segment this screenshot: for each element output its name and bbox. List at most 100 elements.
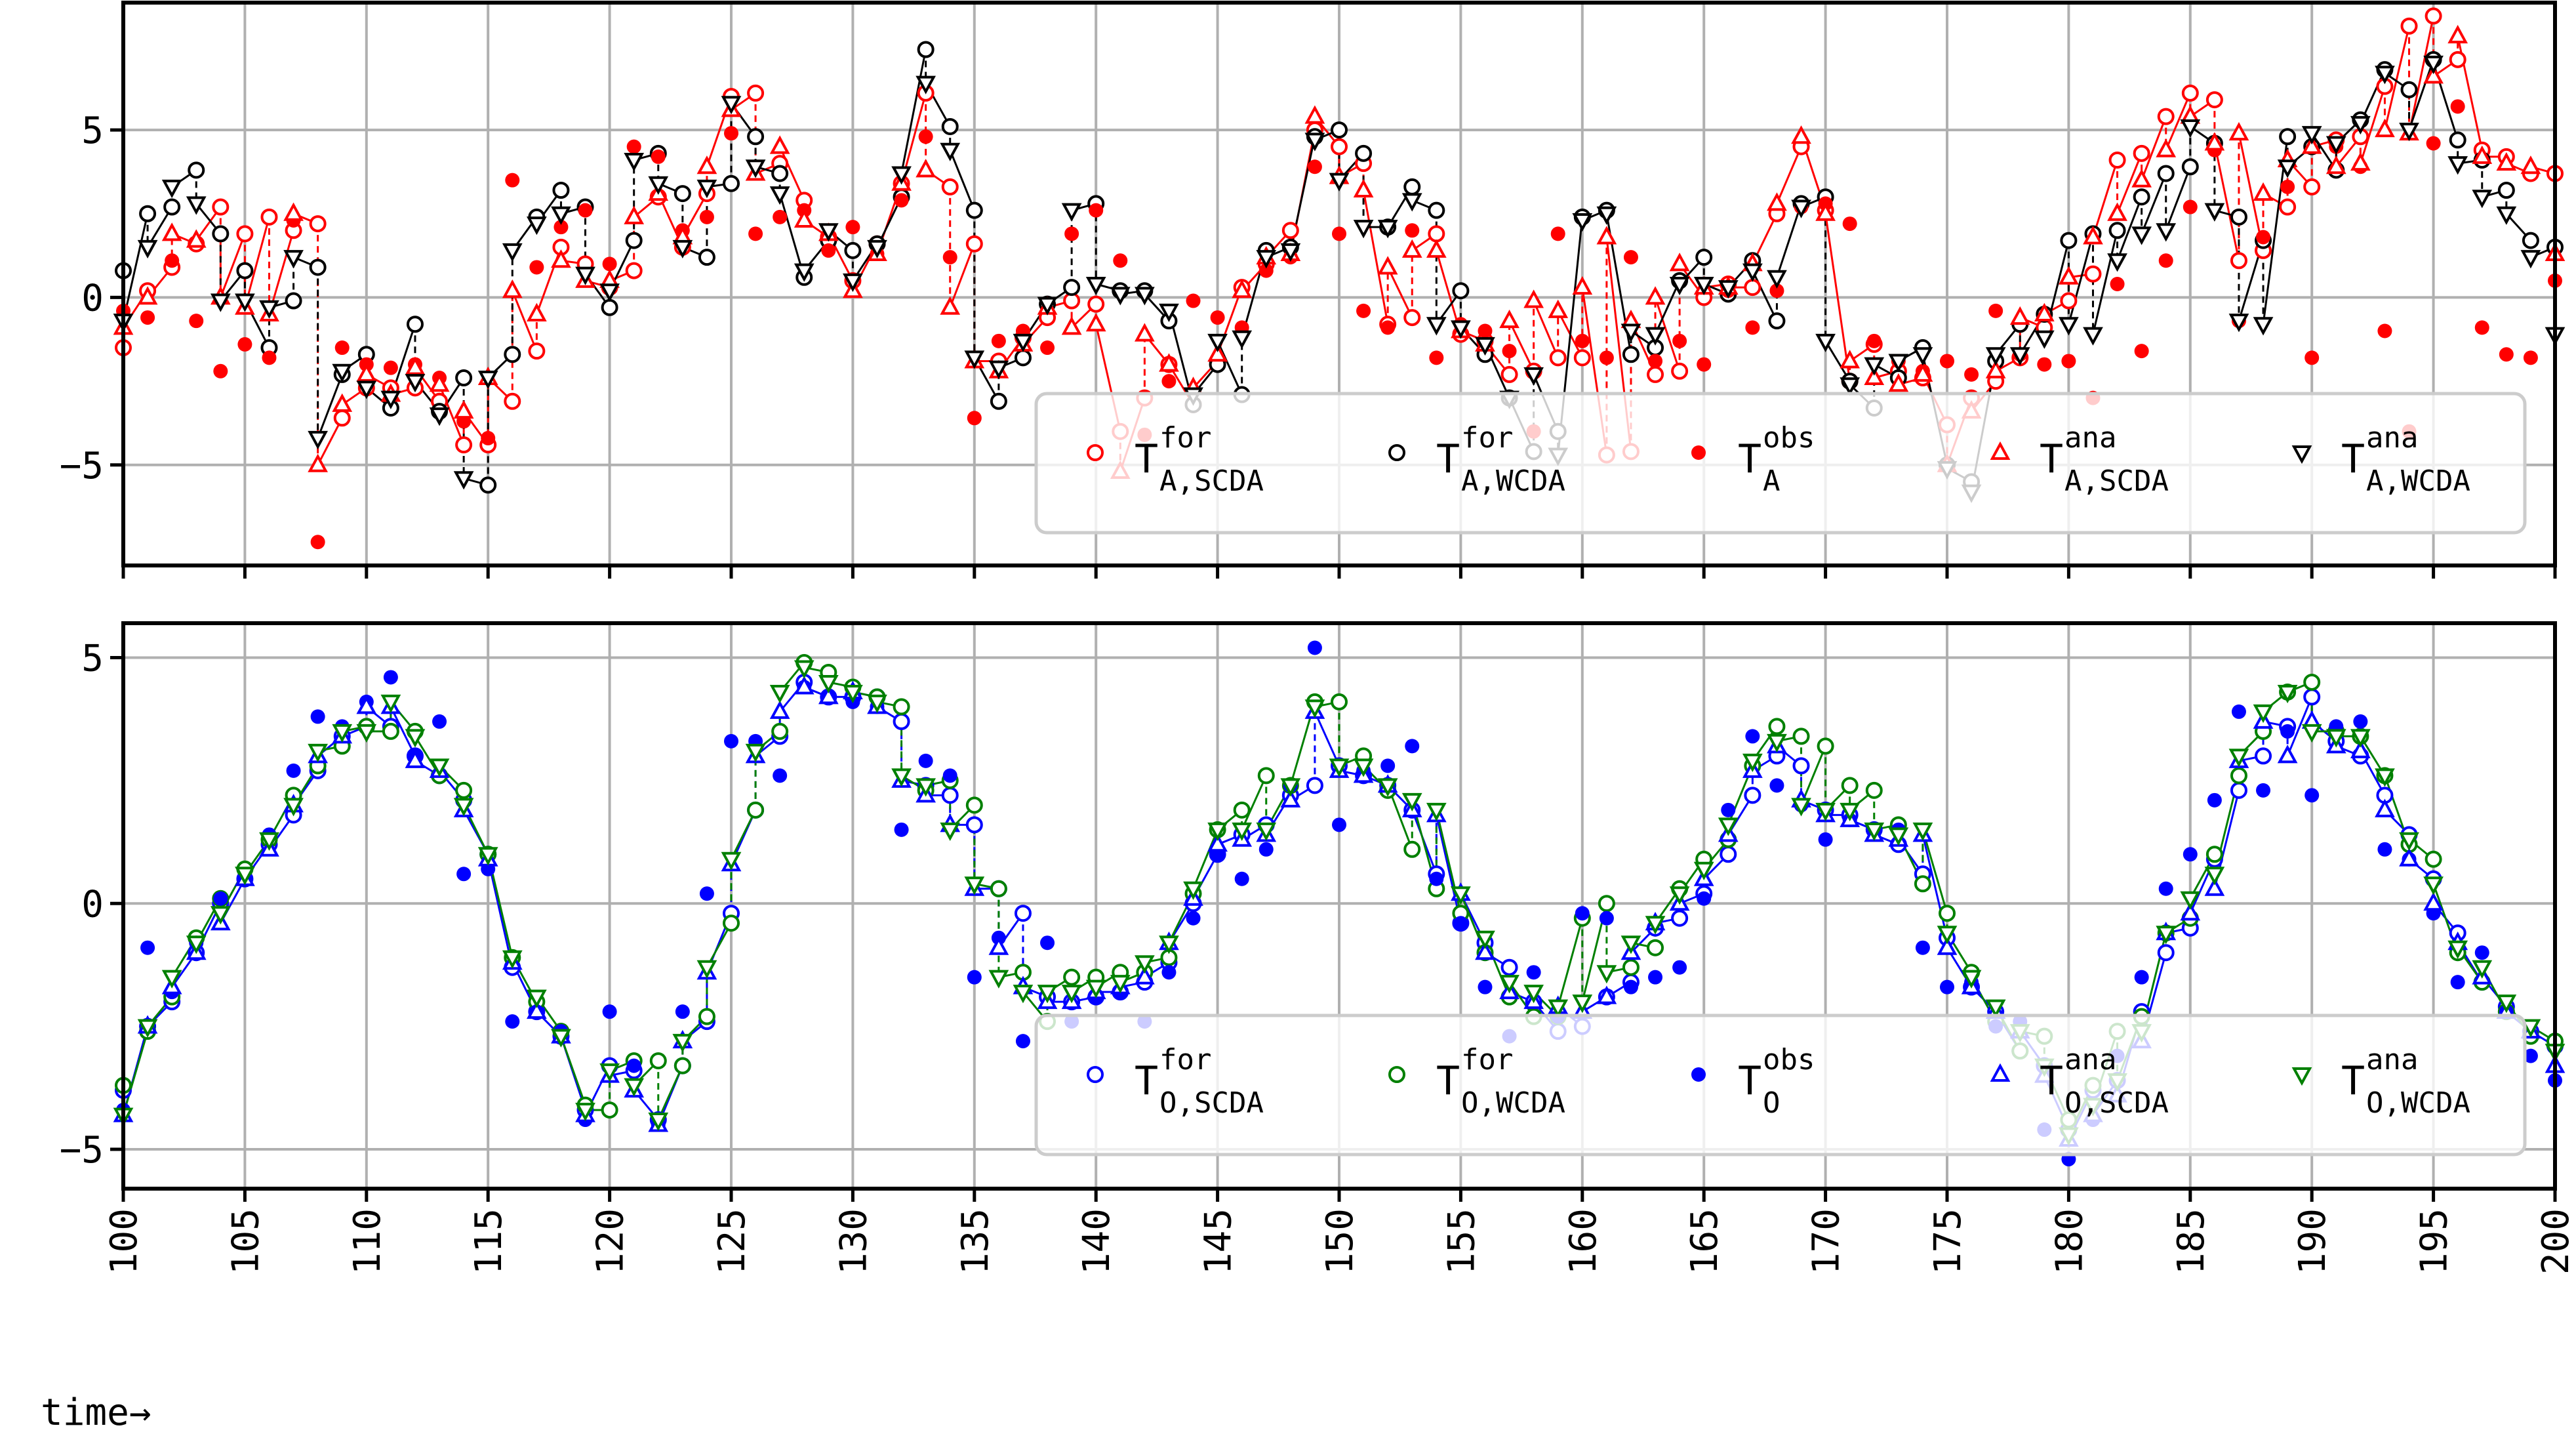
point-ana_scda: [2375, 118, 2395, 138]
legend-marker: [1990, 441, 2011, 460]
legend-label: T: [2040, 436, 2063, 482]
point-for_wcda: [1841, 777, 1859, 794]
point-ana_wcda: [2375, 66, 2395, 85]
point-obs: [140, 940, 155, 955]
point-obs: [1818, 832, 1833, 847]
point-for_wcda: [965, 201, 983, 219]
point-ana_wcda: [161, 179, 182, 199]
point-obs: [724, 126, 738, 141]
point-obs: [2280, 724, 2295, 739]
legend-label: T: [1135, 436, 1158, 482]
point-ana_wcda: [1061, 985, 1082, 1004]
point-obs: [1429, 350, 1444, 365]
point-obs: [1526, 965, 1541, 980]
point-for_wcda: [309, 258, 327, 276]
trajectory-for_wcda: [122, 49, 2556, 492]
point-ana_scda: [1985, 359, 2006, 379]
point-ana_wcda: [2277, 684, 2298, 704]
point-obs: [2304, 350, 2320, 365]
point-ana_wcda: [186, 935, 207, 954]
point-ana_wcda: [1523, 367, 1544, 386]
point-ana_wcda: [648, 176, 669, 195]
point-ana_scda: [1085, 313, 1106, 332]
point-for_scda: [2108, 152, 2126, 169]
y-tick-label: 0: [81, 883, 104, 926]
point-ana_wcda: [235, 293, 255, 312]
x-tick-label: 190: [2291, 1208, 2334, 1275]
point-ana_wcda: [332, 724, 353, 743]
point-ana_wcda: [1377, 220, 1398, 239]
x-tick-label: 115: [468, 1208, 510, 1275]
point-ana_wcda: [2228, 748, 2249, 768]
point-ana_scda: [1596, 226, 1617, 245]
point-for_scda: [2303, 688, 2321, 706]
point-ana_scda: [2325, 155, 2346, 174]
point-obs: [1040, 935, 1055, 951]
x-tick-label: 135: [954, 1208, 997, 1275]
point-obs: [1307, 159, 1322, 174]
point-for_scda: [2060, 292, 2078, 310]
legend-label-sup: ana: [2064, 1043, 2116, 1076]
point-for_scda: [1671, 362, 1689, 380]
trajectory-for_scda: [122, 16, 2556, 472]
point-ana_wcda: [2083, 327, 2103, 346]
point-ana_wcda: [2253, 704, 2274, 724]
point-for_wcda: [2133, 188, 2150, 206]
point-obs: [505, 173, 520, 188]
point-ana_wcda: [794, 263, 815, 282]
point-ana_scda: [2059, 266, 2079, 285]
point-obs: [286, 763, 301, 778]
point-for_scda: [1014, 905, 1032, 922]
point-ana_scda: [1572, 276, 1593, 295]
point-obs: [383, 360, 398, 375]
legend-label-sup: ana: [2064, 421, 2116, 455]
point-obs: [505, 1014, 520, 1029]
point-for_scda: [1792, 757, 1810, 775]
point-ana_wcda: [526, 216, 547, 236]
point-obs: [1550, 226, 1565, 241]
point-ana_wcda: [769, 186, 790, 205]
point-ana_wcda: [1888, 354, 1909, 373]
point-for_scda: [2157, 944, 2175, 962]
x-tick-label: 165: [1683, 1208, 1726, 1275]
point-for_scda: [1549, 349, 1567, 367]
point-ana_wcda: [137, 1019, 158, 1038]
point-ana_scda: [1232, 279, 1253, 298]
point-ana_wcda: [551, 206, 571, 225]
point-for_wcda: [893, 698, 910, 716]
point-obs: [310, 709, 325, 724]
legend-box: [1034, 392, 2527, 535]
point-ana_wcda: [2059, 317, 2079, 336]
point-for_wcda: [941, 117, 959, 135]
point-ana_wcda: [477, 371, 498, 390]
point-ana_scda: [2375, 798, 2395, 817]
point-ana_scda: [769, 700, 790, 719]
point-ana_wcda: [891, 166, 912, 185]
point-ana_scda: [283, 202, 304, 221]
point-ana_scda: [526, 1000, 547, 1019]
legend-marker: [1087, 444, 1104, 461]
point-ana_wcda: [1791, 798, 1811, 817]
point-ana_scda: [2083, 226, 2103, 245]
point-obs: [2158, 881, 2173, 896]
point-ana_wcda: [1085, 277, 1106, 296]
point-ana_scda: [429, 373, 450, 392]
point-for_scda: [2084, 265, 2102, 283]
point-for_wcda: [1403, 178, 1421, 195]
point-ana_scda: [2009, 306, 2030, 325]
point-obs: [1769, 283, 1784, 298]
point-ana_scda: [988, 936, 1009, 955]
point-for_scda: [1744, 279, 1761, 297]
point-for_wcda: [601, 1101, 618, 1119]
point-ana_wcda: [648, 1113, 669, 1132]
point-ana_scda: [2034, 302, 2055, 321]
point-ana_wcda: [1693, 277, 1714, 296]
point-for_wcda: [990, 392, 1007, 410]
point-for_wcda: [674, 185, 691, 203]
point-for_scda: [893, 712, 910, 730]
point-obs: [1089, 203, 1104, 218]
point-ana_wcda: [1718, 280, 1739, 299]
